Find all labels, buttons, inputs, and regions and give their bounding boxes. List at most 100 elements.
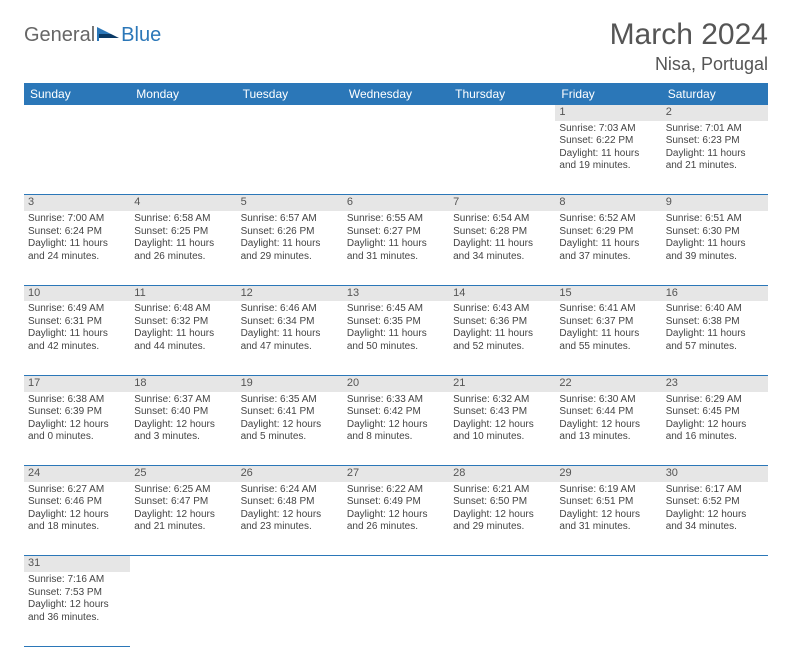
sunrise-text: Sunrise: 6:19 AM — [559, 484, 657, 497]
day-cell: Sunrise: 6:19 AMSunset: 6:51 PMDaylight:… — [555, 482, 661, 556]
sunset-text: Sunset: 6:37 PM — [559, 316, 657, 329]
sunset-text: Sunset: 6:48 PM — [241, 496, 339, 509]
day-cell: Sunrise: 6:52 AMSunset: 6:29 PMDaylight:… — [555, 211, 661, 285]
day-cell: Sunrise: 6:40 AMSunset: 6:38 PMDaylight:… — [662, 301, 768, 375]
daylight-text: Daylight: 12 hours — [28, 509, 126, 522]
day-cell: Sunrise: 6:29 AMSunset: 6:45 PMDaylight:… — [662, 392, 768, 466]
day-number: 2 — [662, 105, 768, 121]
day-number: 25 — [130, 466, 236, 482]
daylight-text: Daylight: 11 hours — [559, 238, 657, 251]
sunset-text: Sunset: 6:23 PM — [666, 135, 764, 148]
daylight-text: Daylight: 11 hours — [666, 328, 764, 341]
sunrise-text: Sunrise: 6:51 AM — [666, 213, 764, 226]
day-cell: Sunrise: 7:01 AMSunset: 6:23 PMDaylight:… — [662, 121, 768, 195]
daylight-text: Daylight: 12 hours — [241, 509, 339, 522]
month-title: March 2024 — [610, 18, 768, 52]
day-number: 17 — [24, 375, 130, 391]
day-cell: Sunrise: 6:30 AMSunset: 6:44 PMDaylight:… — [555, 392, 661, 466]
day-number: 27 — [343, 466, 449, 482]
day-header: Wednesday — [343, 83, 449, 105]
daylight-text: and 50 minutes. — [347, 341, 445, 354]
daylight-text: and 44 minutes. — [134, 341, 232, 354]
day-number: 28 — [449, 466, 555, 482]
sunset-text: Sunset: 6:32 PM — [134, 316, 232, 329]
sunset-text: Sunset: 6:30 PM — [666, 226, 764, 239]
daylight-text: and 39 minutes. — [666, 251, 764, 264]
sunrise-text: Sunrise: 6:27 AM — [28, 484, 126, 497]
daylight-text: and 31 minutes. — [559, 521, 657, 534]
daylight-text: and 5 minutes. — [241, 431, 339, 444]
sunrise-text: Sunrise: 6:45 AM — [347, 303, 445, 316]
day-number: 9 — [662, 195, 768, 211]
day-cell: Sunrise: 6:22 AMSunset: 6:49 PMDaylight:… — [343, 482, 449, 556]
day-header: Sunday — [24, 83, 130, 105]
day-number: 21 — [449, 375, 555, 391]
sunset-text: Sunset: 7:53 PM — [28, 587, 126, 600]
daylight-text: Daylight: 12 hours — [666, 419, 764, 432]
day-number: 7 — [449, 195, 555, 211]
empty-cell — [555, 556, 661, 572]
sunrise-text: Sunrise: 7:16 AM — [28, 574, 126, 587]
day-cell: Sunrise: 7:03 AMSunset: 6:22 PMDaylight:… — [555, 121, 661, 195]
sunrise-text: Sunrise: 6:29 AM — [666, 394, 764, 407]
daylight-text: Daylight: 12 hours — [347, 509, 445, 522]
day-number: 31 — [24, 556, 130, 572]
logo-flag-icon — [97, 24, 119, 47]
day-number: 16 — [662, 285, 768, 301]
day-number: 23 — [662, 375, 768, 391]
day-cell: Sunrise: 6:45 AMSunset: 6:35 PMDaylight:… — [343, 301, 449, 375]
empty-cell — [24, 105, 130, 121]
day-cell: Sunrise: 6:48 AMSunset: 6:32 PMDaylight:… — [130, 301, 236, 375]
day-number: 12 — [237, 285, 343, 301]
daylight-text: Daylight: 12 hours — [347, 419, 445, 432]
sunrise-text: Sunrise: 6:33 AM — [347, 394, 445, 407]
sunrise-text: Sunrise: 6:48 AM — [134, 303, 232, 316]
daylight-text: Daylight: 12 hours — [134, 509, 232, 522]
empty-cell — [449, 121, 555, 195]
daylight-text: Daylight: 12 hours — [559, 419, 657, 432]
day-header: Thursday — [449, 83, 555, 105]
title-block: March 2024 Nisa, Portugal — [610, 18, 768, 75]
empty-cell — [24, 121, 130, 195]
sunrise-text: Sunrise: 6:21 AM — [453, 484, 551, 497]
daylight-text: Daylight: 11 hours — [134, 238, 232, 251]
day-number: 13 — [343, 285, 449, 301]
header: General Blue March 2024 Nisa, Portugal — [24, 18, 768, 75]
sunset-text: Sunset: 6:25 PM — [134, 226, 232, 239]
empty-cell — [237, 121, 343, 195]
daylight-text: and 37 minutes. — [559, 251, 657, 264]
daylight-text: Daylight: 12 hours — [134, 419, 232, 432]
sunrise-text: Sunrise: 6:43 AM — [453, 303, 551, 316]
day-number: 18 — [130, 375, 236, 391]
sunrise-text: Sunrise: 6:52 AM — [559, 213, 657, 226]
sunrise-text: Sunrise: 6:58 AM — [134, 213, 232, 226]
day-detail-row: Sunrise: 6:27 AMSunset: 6:46 PMDaylight:… — [24, 482, 768, 556]
empty-cell — [343, 105, 449, 121]
daylight-text: and 29 minutes. — [453, 521, 551, 534]
daylight-text: Daylight: 12 hours — [666, 509, 764, 522]
day-cell: Sunrise: 6:37 AMSunset: 6:40 PMDaylight:… — [130, 392, 236, 466]
sunset-text: Sunset: 6:26 PM — [241, 226, 339, 239]
day-detail-row: Sunrise: 7:00 AMSunset: 6:24 PMDaylight:… — [24, 211, 768, 285]
day-cell: Sunrise: 6:38 AMSunset: 6:39 PMDaylight:… — [24, 392, 130, 466]
day-number: 4 — [130, 195, 236, 211]
day-header: Friday — [555, 83, 661, 105]
day-number-row: 12 — [24, 105, 768, 121]
day-cell: Sunrise: 6:25 AMSunset: 6:47 PMDaylight:… — [130, 482, 236, 556]
daylight-text: Daylight: 11 hours — [347, 238, 445, 251]
day-detail-row: Sunrise: 7:03 AMSunset: 6:22 PMDaylight:… — [24, 121, 768, 195]
daylight-text: Daylight: 11 hours — [559, 328, 657, 341]
daylight-text: Daylight: 12 hours — [453, 419, 551, 432]
location: Nisa, Portugal — [610, 54, 768, 75]
daylight-text: Daylight: 12 hours — [453, 509, 551, 522]
day-number: 5 — [237, 195, 343, 211]
daylight-text: and 8 minutes. — [347, 431, 445, 444]
day-number: 22 — [555, 375, 661, 391]
sunrise-text: Sunrise: 6:49 AM — [28, 303, 126, 316]
day-number: 19 — [237, 375, 343, 391]
day-number: 8 — [555, 195, 661, 211]
daylight-text: Daylight: 11 hours — [28, 238, 126, 251]
daylight-text: Daylight: 12 hours — [28, 599, 126, 612]
day-number: 6 — [343, 195, 449, 211]
day-number: 30 — [662, 466, 768, 482]
